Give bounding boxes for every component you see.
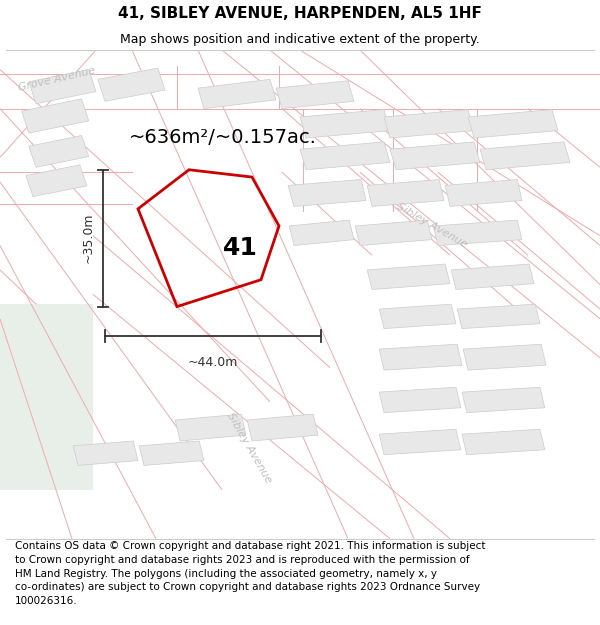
Text: Contains OS data © Crown copyright and database right 2021. This information is : Contains OS data © Crown copyright and d… xyxy=(15,541,485,606)
Polygon shape xyxy=(22,99,89,133)
Polygon shape xyxy=(451,264,534,289)
Polygon shape xyxy=(98,68,165,101)
Polygon shape xyxy=(379,388,461,412)
Polygon shape xyxy=(198,79,276,109)
Text: ~35.0m: ~35.0m xyxy=(82,213,95,263)
Text: 41, SIBLEY AVENUE, HARPENDEN, AL5 1HF: 41, SIBLEY AVENUE, HARPENDEN, AL5 1HF xyxy=(118,6,482,21)
Polygon shape xyxy=(289,220,354,246)
Polygon shape xyxy=(462,388,545,412)
Text: Grove Avenue: Grove Avenue xyxy=(17,66,97,93)
Text: ~636m²/~0.157ac.: ~636m²/~0.157ac. xyxy=(129,129,317,148)
Polygon shape xyxy=(247,414,318,441)
Polygon shape xyxy=(367,264,450,289)
Text: ~44.0m: ~44.0m xyxy=(188,356,238,369)
Text: Map shows position and indicative extent of the property.: Map shows position and indicative extent… xyxy=(120,32,480,46)
Text: Sibley Avenue: Sibley Avenue xyxy=(395,202,469,250)
Polygon shape xyxy=(367,179,444,206)
Polygon shape xyxy=(73,441,138,466)
Polygon shape xyxy=(462,429,545,454)
Polygon shape xyxy=(276,81,354,109)
Polygon shape xyxy=(379,429,461,454)
Polygon shape xyxy=(139,441,204,466)
Polygon shape xyxy=(480,142,570,170)
Text: 41: 41 xyxy=(223,236,257,260)
Polygon shape xyxy=(468,109,558,138)
Polygon shape xyxy=(384,109,474,138)
Polygon shape xyxy=(379,344,462,370)
Text: Sibley Avenue: Sibley Avenue xyxy=(225,411,273,485)
Polygon shape xyxy=(0,304,93,490)
Polygon shape xyxy=(463,344,546,370)
Polygon shape xyxy=(433,220,522,246)
Polygon shape xyxy=(26,165,87,197)
Polygon shape xyxy=(300,109,390,138)
Polygon shape xyxy=(288,179,366,206)
Polygon shape xyxy=(175,414,246,441)
Polygon shape xyxy=(355,220,432,246)
Polygon shape xyxy=(29,69,96,104)
Polygon shape xyxy=(300,142,390,170)
Polygon shape xyxy=(445,179,522,206)
Polygon shape xyxy=(29,136,89,168)
Polygon shape xyxy=(457,304,540,329)
Polygon shape xyxy=(379,304,456,329)
Polygon shape xyxy=(390,142,480,170)
